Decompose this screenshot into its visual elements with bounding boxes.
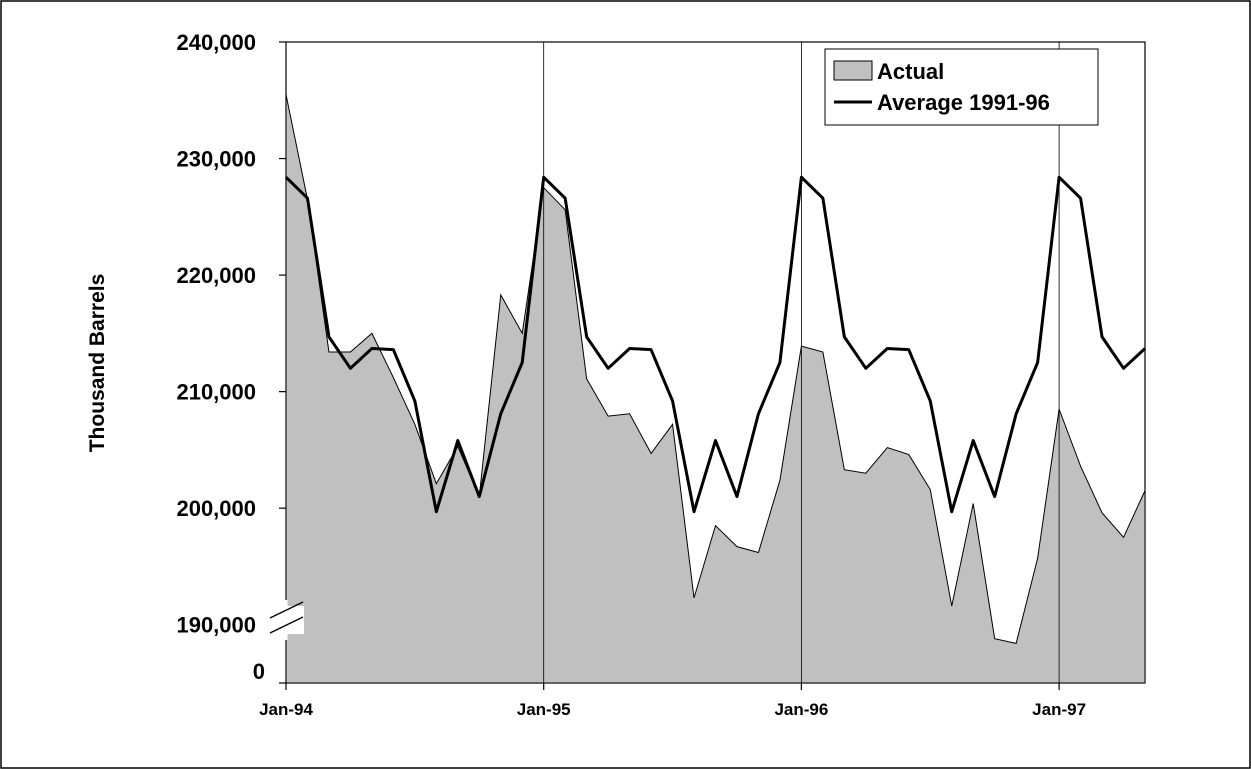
x-tick-labels: Jan-94 Jan-95 Jan-96 Jan-97 — [259, 700, 1086, 719]
average-line — [284, 175, 1147, 514]
legend-label-average: Average 1991-96 — [877, 90, 1050, 115]
y-tick-label: 200,000 — [176, 496, 256, 521]
legend-label-actual: Actual — [877, 59, 944, 84]
legend: Actual Average 1991-96 — [824, 48, 1099, 126]
x-tick-label: Jan-96 — [774, 700, 828, 719]
y-tick-label: 230,000 — [176, 147, 256, 172]
y-axis-title: Thousand Barrels — [86, 274, 109, 453]
y-tick-labels: 190,000 200,000 210,000 220,000 230,000 240,0… — [176, 30, 265, 684]
axis-break-marks — [268, 600, 304, 640]
legend-swatch-actual — [833, 60, 873, 81]
y-tick-label: 190,000 — [176, 613, 256, 638]
axis-ticks — [279, 41, 1060, 690]
y-tick-label: 210,000 — [176, 380, 256, 405]
axis-break-mark-upper — [269, 601, 304, 619]
y-tick-label: 240,000 — [176, 30, 256, 55]
y-tick-label: 220,000 — [176, 263, 256, 288]
y-tick-label-zero: 0 — [253, 659, 265, 684]
actual-area — [285, 94, 1146, 684]
x-tick-label: Jan-94 — [259, 700, 313, 719]
gridlines — [543, 42, 1060, 683]
x-tick-label: Jan-97 — [1032, 700, 1086, 719]
x-tick-label: Jan-95 — [517, 700, 571, 719]
axis-break-mark-lower — [269, 616, 304, 634]
